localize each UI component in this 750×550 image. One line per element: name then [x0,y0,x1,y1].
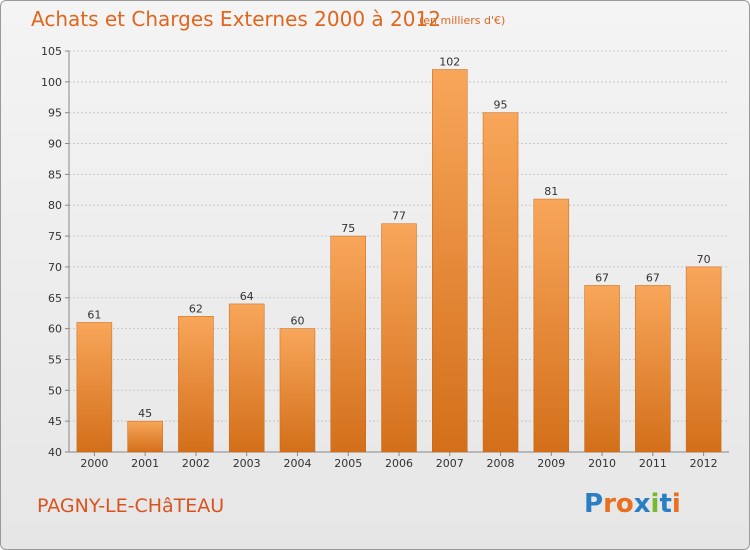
bar-2011 [635,285,671,453]
data-label-2003: 64 [240,290,254,303]
x-tick-label: 2002 [182,457,210,470]
logo-letter: x [633,489,651,519]
bar-2012 [685,266,722,453]
data-label-2009: 81 [544,185,558,198]
logo-letter: t [659,489,672,519]
x-tick-label: 2011 [639,457,667,470]
y-tick-label: 75 [48,230,62,243]
x-tick-label: 2005 [334,457,362,470]
bar-2007 [432,69,468,453]
y-tick-label: 40 [48,446,62,459]
data-label-2007: 102 [439,56,460,69]
x-tick-label: 2004 [283,457,311,470]
bar-2003 [228,303,265,453]
data-label-2006: 77 [392,210,406,223]
y-tick-label: 65 [48,292,62,305]
x-tick-label: 2009 [537,457,565,470]
x-tick-label: 2001 [131,457,159,470]
proxiti-logo: Proxiti [584,489,681,519]
y-tick-label: 95 [48,107,62,120]
x-tick-label: 2010 [588,457,616,470]
y-tick-label: 60 [48,323,62,336]
bar-2010 [584,285,620,453]
bar-2008 [482,112,519,453]
bar-2009 [533,198,570,453]
data-label-2002: 62 [189,302,203,315]
bar-2001 [127,420,163,453]
bars [76,69,722,453]
y-tick-label: 90 [48,138,62,151]
data-label-2001: 45 [138,407,152,420]
y-tick-label: 45 [48,415,62,428]
x-tick-labels: 2000 2001 2002 2003 2004 2005 2006 2007 2008 2009… [80,457,717,470]
data-label-2008: 95 [494,99,508,112]
bar-2004 [279,328,316,453]
y-tick-label: 85 [48,168,62,181]
x-tick-label: 2008 [487,457,515,470]
x-tick-label: 2007 [436,457,464,470]
y-tick-label: 50 [48,384,62,397]
data-label-2000: 61 [87,308,101,321]
bar-2005 [330,235,366,453]
y-tick-label: 80 [48,199,62,212]
data-label-2012: 70 [697,253,711,266]
data-label-2011: 67 [646,271,660,284]
data-label-2004: 60 [290,315,304,328]
logo-letter: r [603,489,616,519]
y-tick-labels: 40 45 50 55 60 65 70 75 80 85 90 95 100 105 [41,45,62,459]
x-tick-label: 2012 [690,457,718,470]
data-labels: 61 45 62 64 60 75 77 102 95 81 67 67 70 [87,56,710,421]
bar-2002 [178,316,214,453]
chart-title: Achats et Charges Externes 2000 à 2012 [31,7,441,31]
data-label-2010: 67 [595,271,609,284]
y-tick-label: 100 [41,76,62,89]
bar-2000 [76,322,113,453]
chart-subtitle: (en milliers d'€) [419,14,506,27]
data-label-2005: 75 [341,222,355,235]
y-tick-label: 55 [48,353,62,366]
x-tick-label: 2006 [385,457,413,470]
bar-2006 [381,223,417,453]
x-tick-label: 2000 [80,457,108,470]
logo-letter: i [671,489,681,519]
logo-letter: i [650,489,660,519]
place-name: PAGNY-LE-CHâTEAU [37,495,225,517]
logo-letter: P [584,489,604,519]
logo-letter: o [615,489,634,519]
y-tick-label: 105 [41,45,62,58]
x-tick-label: 2003 [233,457,261,470]
y-tick-label: 70 [48,261,62,274]
